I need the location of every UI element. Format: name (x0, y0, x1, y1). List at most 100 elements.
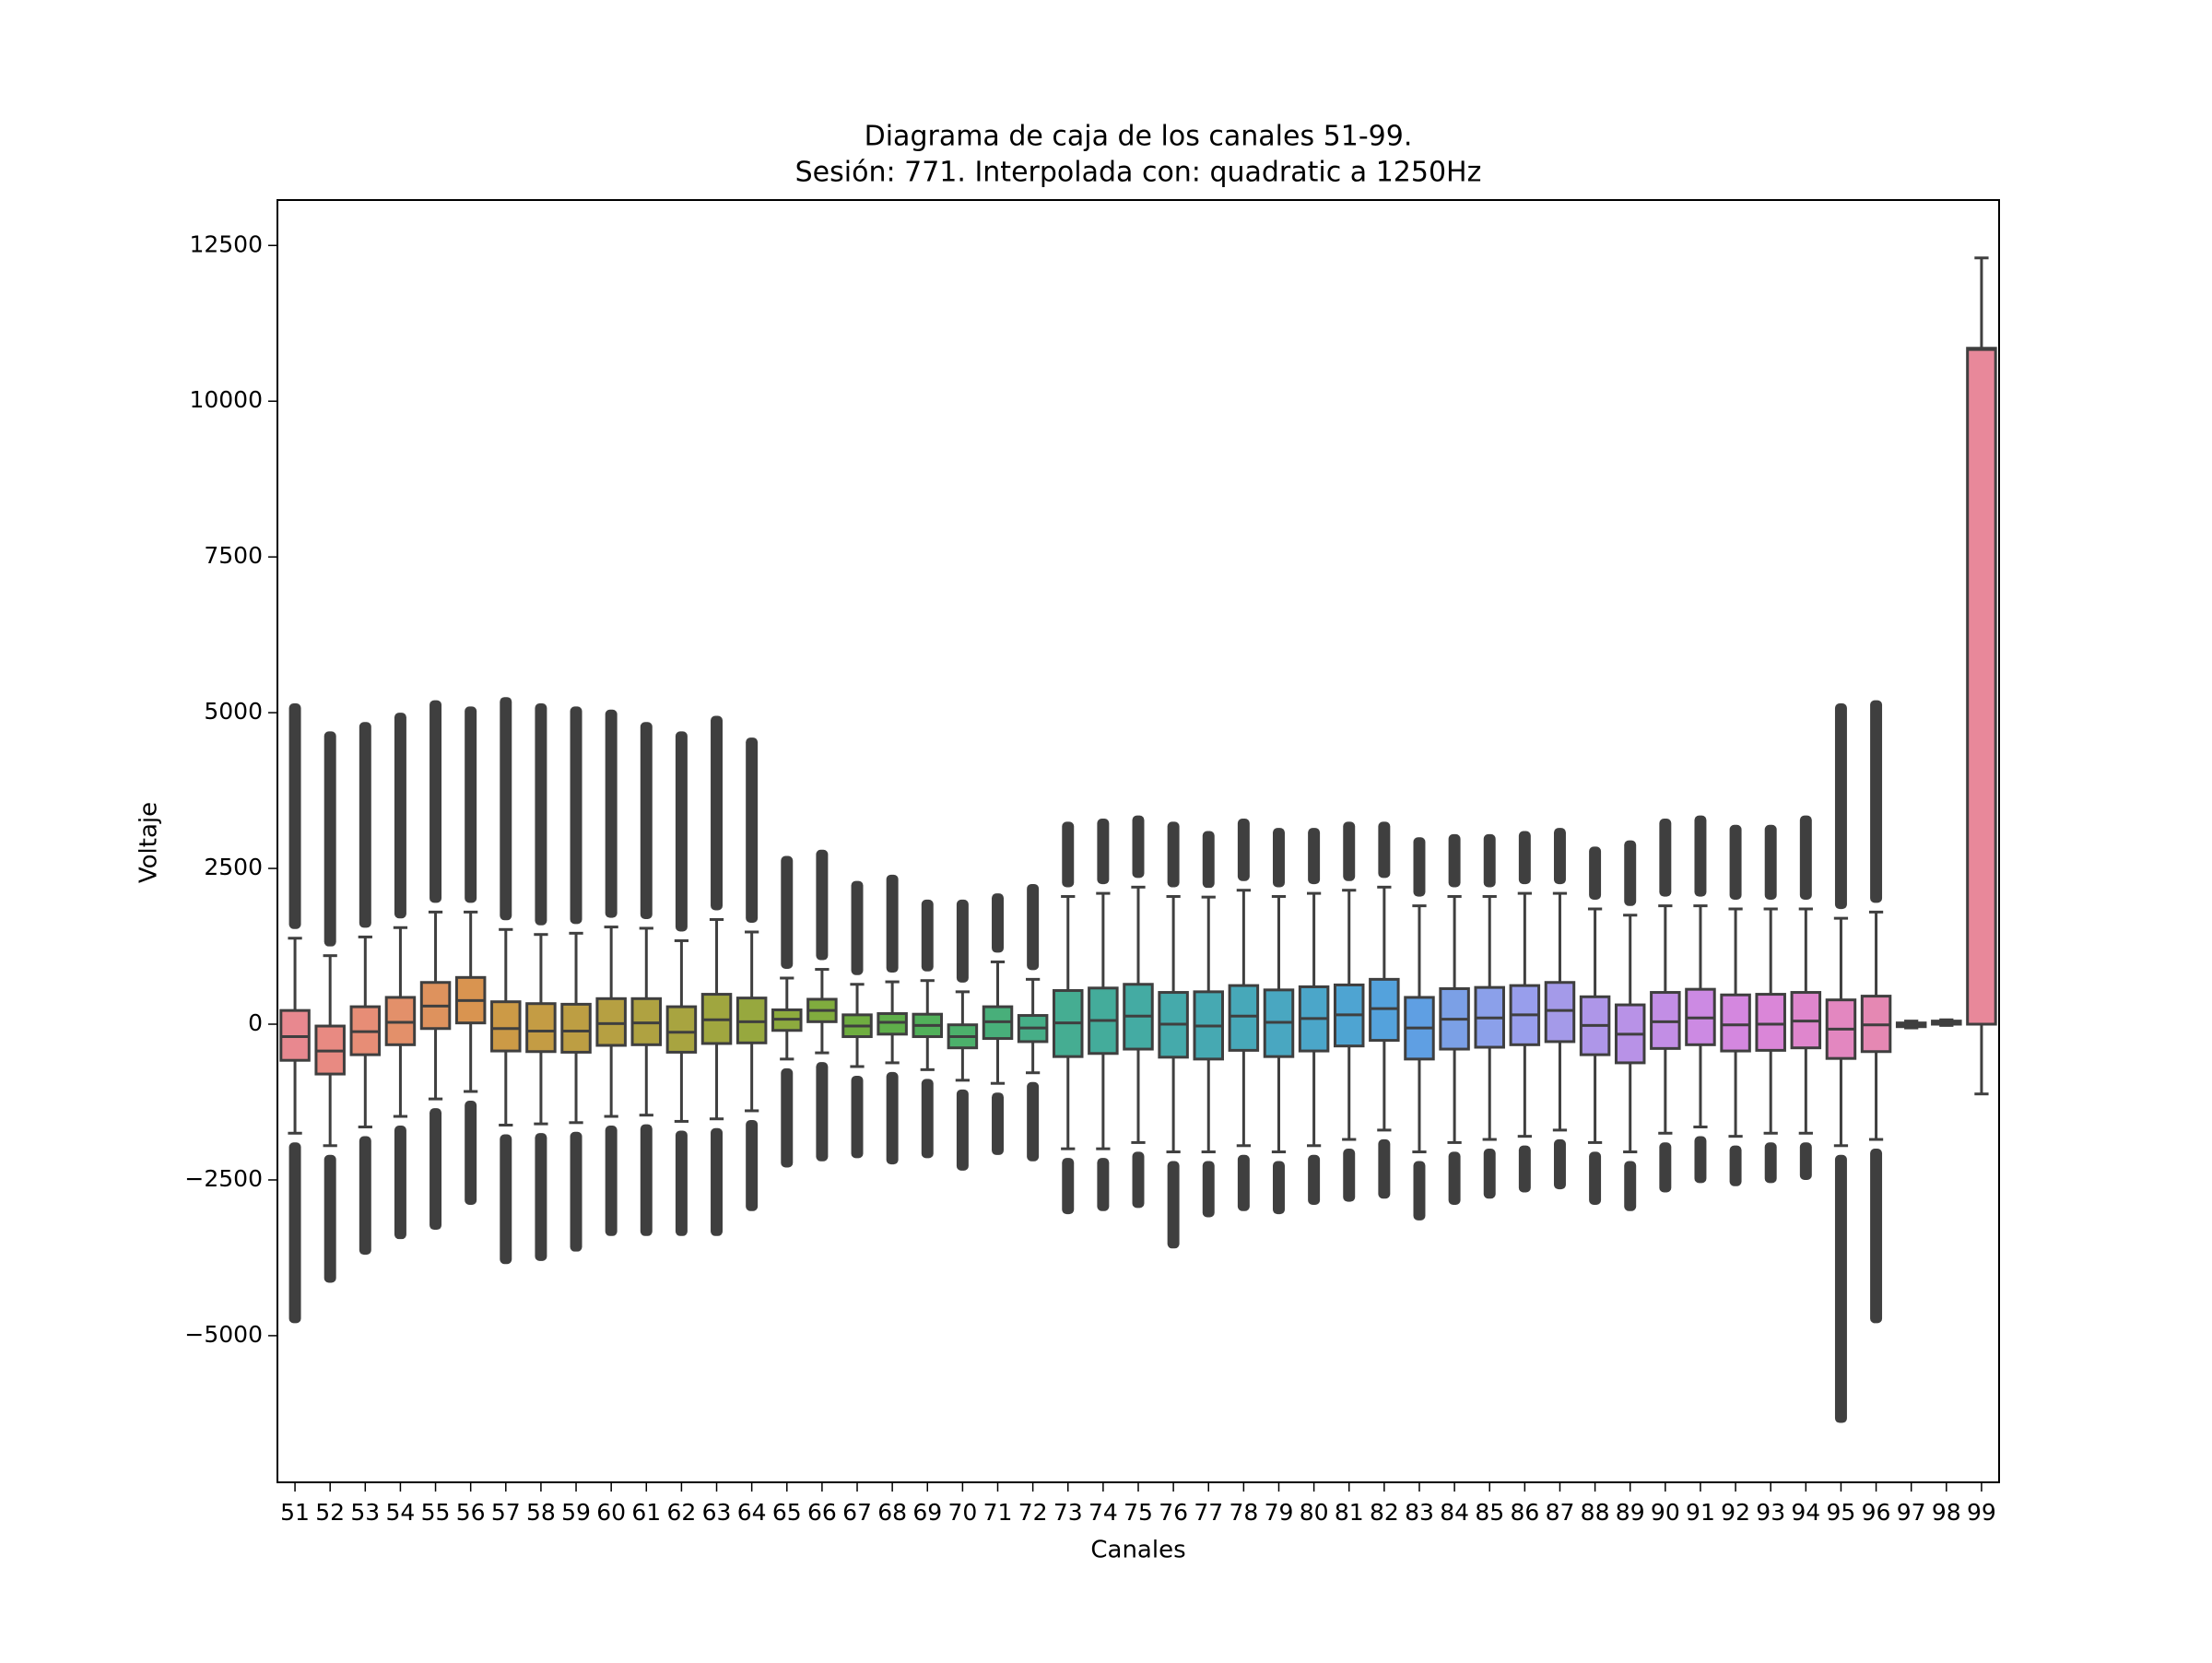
outliers-high (1834, 702, 1847, 910)
y-axis-label: Voltaje (135, 802, 163, 883)
outliers-low (605, 1126, 618, 1236)
x-tick-label: 59 (561, 1499, 591, 1526)
outliers-high (1097, 819, 1110, 885)
x-tick-label: 52 (315, 1499, 345, 1526)
x-tick-label: 63 (702, 1499, 732, 1526)
outliers-high (816, 849, 829, 961)
x-tick-label: 56 (456, 1499, 486, 1526)
outliers-high (851, 880, 864, 975)
outliers-high (992, 893, 1004, 953)
box (877, 1012, 908, 1036)
outliers-high (1132, 815, 1145, 879)
x-tick-label: 53 (350, 1499, 380, 1526)
outliers-high (956, 899, 969, 983)
outliers-high (1694, 815, 1707, 897)
y-tick-label: −5000 (184, 1321, 263, 1348)
x-tick-label: 58 (526, 1499, 556, 1526)
x-tick-label: 67 (842, 1499, 872, 1526)
outliers-low (465, 1101, 477, 1205)
outliers-high (570, 706, 582, 925)
outliers-high (1167, 821, 1180, 888)
outliers-low (1624, 1161, 1637, 1211)
x-tick-label: 55 (421, 1499, 451, 1526)
outliers-low (1659, 1142, 1672, 1193)
x-tick-label: 79 (1265, 1499, 1294, 1526)
x-tick-label: 97 (1897, 1499, 1926, 1526)
outliers-high (394, 713, 406, 919)
x-tick-label: 84 (1440, 1499, 1469, 1526)
outliers-high (886, 874, 899, 973)
outliers-high (500, 697, 512, 921)
box (1720, 993, 1751, 1053)
x-tick-label: 86 (1510, 1499, 1539, 1526)
outliers-high (1764, 824, 1777, 900)
box (1544, 981, 1576, 1044)
outliers-low (1729, 1145, 1742, 1186)
outliers-low (816, 1062, 829, 1162)
outliers-low (675, 1130, 688, 1236)
x-tick-label: 92 (1721, 1499, 1750, 1526)
x-tick-label: 85 (1475, 1499, 1504, 1526)
x-tick-label: 93 (1756, 1499, 1785, 1526)
outliers-low (956, 1089, 969, 1171)
outliers-high (921, 899, 934, 972)
outliers-high (1273, 828, 1285, 888)
outliers-low (1097, 1158, 1110, 1211)
x-tick-label: 82 (1370, 1499, 1399, 1526)
outliers-low (1062, 1158, 1075, 1215)
outliers-low (640, 1124, 653, 1236)
x-tick-label: 91 (1686, 1499, 1715, 1526)
box (525, 1002, 557, 1054)
outliers-low (1027, 1081, 1040, 1162)
box (1755, 993, 1786, 1052)
outliers-low (992, 1092, 1004, 1155)
x-tick-label: 80 (1300, 1499, 1329, 1526)
outliers-high (1659, 819, 1672, 897)
x-tick-label: 68 (877, 1499, 907, 1526)
x-tick-label: 66 (807, 1499, 837, 1526)
box (665, 1005, 698, 1054)
outliers-low (1764, 1142, 1777, 1184)
x-tick-label: 72 (1018, 1499, 1048, 1526)
outliers-high (1448, 833, 1461, 888)
outliers-low (921, 1079, 934, 1159)
outliers-high (1413, 837, 1426, 897)
x-tick-label: 65 (772, 1499, 802, 1526)
outliers-low (1518, 1145, 1531, 1193)
chart-title: Diagrama de caja de los canales 51-99. (865, 121, 1413, 153)
outliers-high (1062, 821, 1075, 888)
x-tick-label: 62 (667, 1499, 697, 1526)
plot-frame (276, 199, 2000, 1483)
outliers-low (324, 1154, 336, 1283)
outliers-low (1553, 1138, 1566, 1190)
outliers-high (1027, 883, 1040, 971)
x-tick-label: 70 (947, 1499, 977, 1526)
outliers-high (1343, 821, 1356, 881)
outliers-low (746, 1119, 759, 1211)
outliers-high (1729, 824, 1742, 900)
x-tick-label: 78 (1229, 1499, 1258, 1526)
y-tick-label: 12500 (189, 230, 263, 257)
x-tick-label: 51 (280, 1499, 310, 1526)
box (1228, 984, 1260, 1052)
outliers-high (746, 737, 759, 923)
outliers-high (1799, 815, 1812, 900)
outliers-low (711, 1127, 724, 1236)
x-tick-label: 57 (491, 1499, 521, 1526)
outliers-high (359, 722, 371, 928)
outliers-low (781, 1067, 794, 1168)
y-tick-label: 5000 (204, 698, 263, 725)
x-tick-label: 98 (1932, 1499, 1961, 1526)
outliers-high (535, 702, 547, 926)
outliers-high (1518, 831, 1531, 885)
outliers-high (675, 731, 688, 932)
outliers-low (851, 1075, 864, 1159)
box (595, 997, 627, 1047)
y-tick-label: 7500 (204, 542, 263, 569)
x-tick-label: 71 (983, 1499, 1013, 1526)
outliers-low (359, 1136, 371, 1256)
outliers-high (1624, 840, 1637, 906)
outliers-high (605, 709, 618, 918)
x-tick-label: 54 (386, 1499, 416, 1526)
outliers-low (1343, 1149, 1356, 1202)
